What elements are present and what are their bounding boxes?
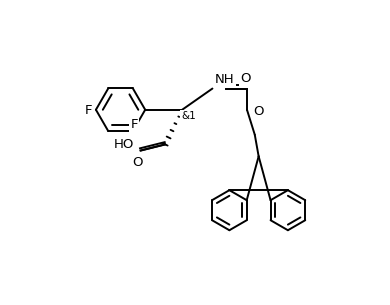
Text: HO: HO — [114, 138, 135, 151]
Text: F: F — [131, 118, 138, 131]
Text: &1: &1 — [181, 111, 196, 121]
Text: NH: NH — [215, 73, 234, 86]
Text: O: O — [240, 72, 251, 85]
Text: HO: HO — [114, 138, 135, 151]
Text: O: O — [132, 156, 143, 169]
Text: O: O — [132, 156, 143, 169]
Text: F: F — [131, 118, 138, 131]
Text: O: O — [253, 105, 264, 118]
Text: F: F — [85, 104, 92, 117]
Text: F: F — [85, 104, 92, 117]
Text: O: O — [240, 72, 251, 85]
Text: &1: &1 — [181, 111, 196, 121]
Text: NH: NH — [215, 73, 234, 86]
Text: O: O — [253, 105, 264, 118]
